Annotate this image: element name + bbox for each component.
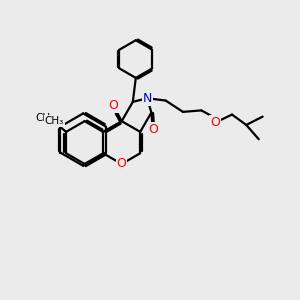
Text: O: O [108,99,118,112]
Text: CH₃: CH₃ [45,116,64,126]
Text: O: O [117,158,127,170]
Text: O: O [148,123,158,136]
Text: N: N [142,92,152,105]
Text: O: O [210,116,220,129]
Text: CH₃: CH₃ [35,112,55,123]
